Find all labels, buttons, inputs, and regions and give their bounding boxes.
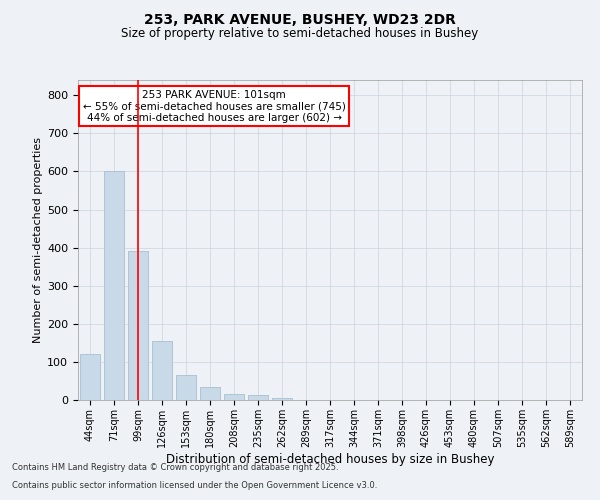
- Bar: [224, 394, 244, 400]
- Text: Size of property relative to semi-detached houses in Bushey: Size of property relative to semi-detach…: [121, 28, 479, 40]
- Y-axis label: Number of semi-detached properties: Number of semi-detached properties: [33, 137, 43, 343]
- Bar: [248, 396, 268, 400]
- Bar: [272, 398, 292, 400]
- Bar: [128, 252, 148, 400]
- Text: Contains HM Land Registry data © Crown copyright and database right 2025.: Contains HM Land Registry data © Crown c…: [12, 464, 338, 472]
- Bar: [80, 354, 100, 400]
- Text: Contains public sector information licensed under the Open Government Licence v3: Contains public sector information licen…: [12, 481, 377, 490]
- Bar: [200, 386, 220, 400]
- Bar: [152, 341, 172, 400]
- Bar: [104, 172, 124, 400]
- Bar: [176, 375, 196, 400]
- Text: 253, PARK AVENUE, BUSHEY, WD23 2DR: 253, PARK AVENUE, BUSHEY, WD23 2DR: [144, 12, 456, 26]
- X-axis label: Distribution of semi-detached houses by size in Bushey: Distribution of semi-detached houses by …: [166, 452, 494, 466]
- Text: 253 PARK AVENUE: 101sqm
← 55% of semi-detached houses are smaller (745)
44% of s: 253 PARK AVENUE: 101sqm ← 55% of semi-de…: [83, 90, 346, 123]
